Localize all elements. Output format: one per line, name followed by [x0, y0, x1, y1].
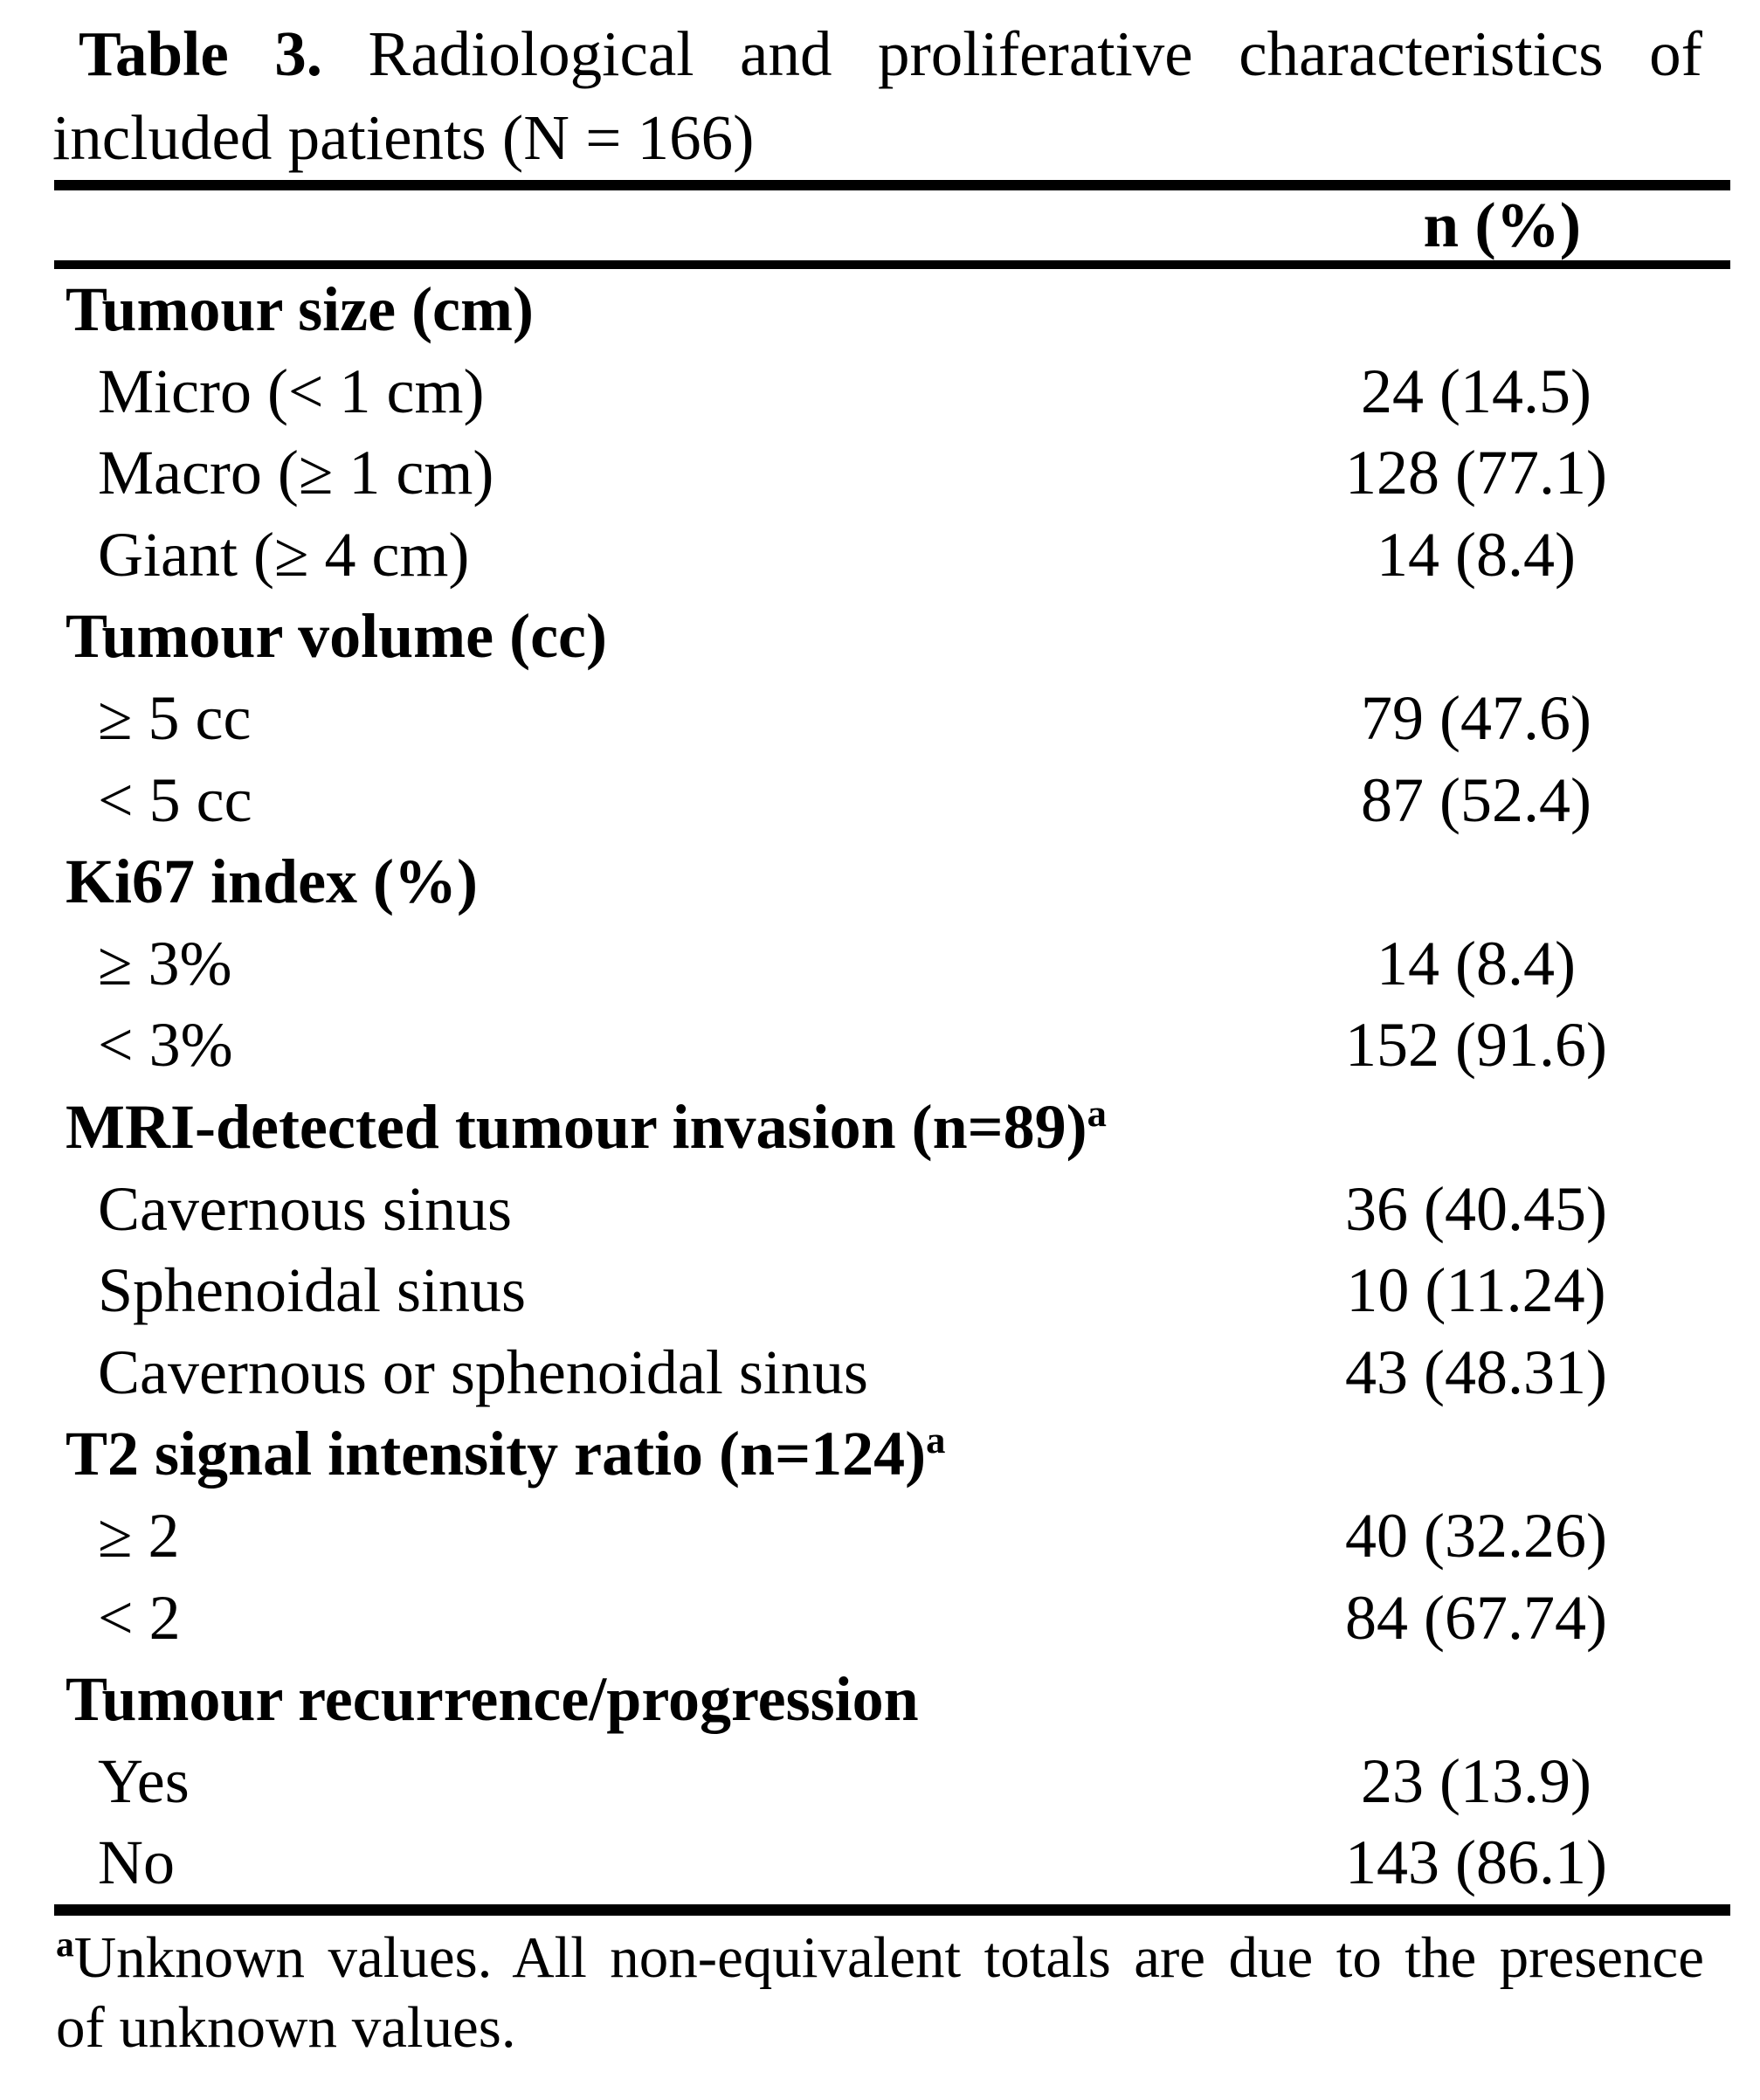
row-label: ≥ 2: [98, 1500, 180, 1571]
footnote-line1: aUnknown values. All non-equivalent tota…: [56, 1923, 1704, 1993]
paper-table-page: Table 3. Radiological and proliferative …: [0, 12, 1760, 2100]
row-label: < 2: [98, 1582, 181, 1653]
table: n (%) Tumour size (cm) Micro (< 1 cm) 24 (…: [54, 180, 1730, 1916]
table-title-line1: Table 3. Radiological and proliferative …: [52, 12, 1702, 96]
table-title-text: Radiological and proliferative character…: [368, 18, 1702, 89]
table-number-label: Table 3.: [79, 18, 323, 89]
row-label: Giant (≥ 4 cm): [98, 519, 470, 590]
table-rule-under-header: [54, 260, 1730, 269]
data-row: < 5 cc 87 (52.4): [54, 760, 1730, 842]
row-value: 128 (77.1): [1345, 438, 1607, 508]
table-rule-bottom: [54, 1903, 1730, 1916]
row-label: MRI-detected tumour invasion (n=89)a: [66, 1090, 1107, 1162]
table-header-row: n (%): [54, 190, 1730, 260]
table-title: Table 3. Radiological and proliferative …: [52, 12, 1702, 180]
footnote-marker-superscript: a: [926, 1418, 946, 1462]
table-title-line2: included patients (N = 166): [52, 102, 755, 173]
section-header-row: Tumour size (cm): [54, 269, 1730, 351]
data-row: Yes 23 (13.9): [54, 1741, 1730, 1823]
row-value: 23 (13.9): [1361, 1745, 1591, 1816]
row-value: 84 (67.74): [1345, 1582, 1607, 1653]
footnote-text-line1: Unknown values. All non-equivalent total…: [73, 1924, 1704, 1990]
row-label: Tumour volume (cc): [66, 601, 607, 672]
column-header-n-percent: n (%): [1423, 190, 1581, 260]
row-label: No: [98, 1827, 175, 1898]
table-rows: Tumour size (cm) Micro (< 1 cm) 24 (14.5) M…: [54, 269, 1730, 1904]
data-row: ≥ 2 40 (32.26): [54, 1496, 1730, 1578]
section-header-row: Tumour recurrence/progression: [54, 1659, 1730, 1741]
row-label: Cavernous sinus: [98, 1173, 512, 1244]
row-value: 24 (14.5): [1361, 356, 1591, 426]
data-row: ≥ 5 cc 79 (47.6): [54, 678, 1730, 760]
row-value: 14 (8.4): [1377, 928, 1576, 998]
row-value: 14 (8.4): [1377, 519, 1576, 590]
row-value: 36 (40.45): [1345, 1173, 1607, 1244]
footnote-marker-superscript: a: [1087, 1090, 1107, 1135]
row-value: 40 (32.26): [1345, 1500, 1607, 1571]
row-label: Yes: [98, 1745, 190, 1816]
row-label: Micro (< 1 cm): [98, 356, 485, 426]
row-value: 10 (11.24): [1346, 1255, 1606, 1326]
data-row: Sphenoidal sinus 10 (11.24): [54, 1250, 1730, 1332]
data-row: ≥ 3% 14 (8.4): [54, 923, 1730, 1005]
row-label: < 5 cc: [98, 764, 252, 835]
data-row: Giant (≥ 4 cm) 14 (8.4): [54, 515, 1730, 597]
row-label: Cavernous or sphenoidal sinus: [98, 1337, 868, 1407]
row-label: ≥ 3%: [98, 928, 232, 998]
data-row: Macro (≥ 1 cm) 128 (77.1): [54, 432, 1730, 515]
section-header-row: Tumour volume (cc): [54, 596, 1730, 678]
footnote-text-line2: of unknown values.: [56, 1994, 516, 2060]
row-label: Ki67 index (%): [66, 846, 479, 917]
row-value: 43 (48.31): [1345, 1337, 1607, 1407]
footnote-marker: a: [56, 1924, 74, 1965]
row-value: 79 (47.6): [1361, 682, 1591, 753]
section-header-row: Ki67 index (%): [54, 841, 1730, 923]
row-label: < 3%: [98, 1010, 233, 1081]
row-label: Macro (≥ 1 cm): [98, 438, 494, 508]
row-label: ≥ 5 cc: [98, 682, 252, 753]
data-row: < 2 84 (67.74): [54, 1578, 1730, 1660]
row-value: 152 (91.6): [1345, 1010, 1607, 1081]
data-row: Cavernous sinus 36 (40.45): [54, 1169, 1730, 1251]
row-label: Tumour size (cm): [66, 274, 534, 344]
section-header-row: T2 signal intensity ratio (n=124)a: [54, 1413, 1730, 1496]
table-rule-top: [54, 180, 1730, 190]
row-value: 143 (86.1): [1345, 1827, 1607, 1898]
row-label: Sphenoidal sinus: [98, 1255, 527, 1326]
row-value: 87 (52.4): [1361, 764, 1591, 835]
row-label: Tumour recurrence/progression: [66, 1664, 919, 1735]
data-row: Micro (< 1 cm) 24 (14.5): [54, 351, 1730, 433]
data-row: No 143 (86.1): [54, 1822, 1730, 1904]
data-row: < 3% 152 (91.6): [54, 1005, 1730, 1087]
table-footnote: aUnknown values. All non-equivalent tota…: [56, 1923, 1704, 2062]
section-header-row: MRI-detected tumour invasion (n=89)a: [54, 1087, 1730, 1169]
row-label: T2 signal intensity ratio (n=124)a: [66, 1418, 946, 1489]
data-row: Cavernous or sphenoidal sinus 43 (48.31): [54, 1332, 1730, 1414]
